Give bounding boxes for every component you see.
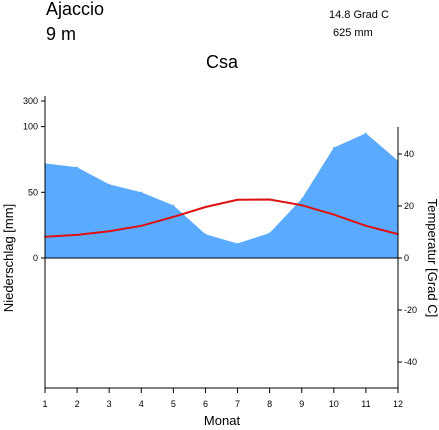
right-ticks: -40 -20 0 20 40 <box>398 149 417 367</box>
temperature-point <box>365 225 367 227</box>
x-tick-label: 2 <box>75 399 80 409</box>
temperature-point <box>300 204 303 206</box>
mean-temperature: 14.8 Grad C <box>329 9 389 21</box>
station-name: Ajaccio <box>46 0 104 19</box>
precipitation-point <box>333 146 335 149</box>
temperature-point <box>268 198 271 201</box>
x-tick-label: 12 <box>393 399 403 409</box>
temperature-point <box>108 230 110 232</box>
x-tick-label: 6 <box>203 399 208 409</box>
left-tick-label: 50 <box>28 187 38 197</box>
right-tick-label: 0 <box>404 253 409 263</box>
precipitation-point <box>76 166 78 169</box>
temperature-point <box>236 199 239 201</box>
precipitation-point <box>204 233 207 236</box>
y-axis-left-label: Niederschlag [mm] <box>1 204 16 312</box>
x-tick-label: 3 <box>107 399 112 409</box>
right-tick-label: -40 <box>404 357 417 367</box>
precipitation-point <box>300 198 303 200</box>
precipitation-point <box>108 183 110 186</box>
x-tick-label: 9 <box>299 399 304 409</box>
left-tick-label: 100 <box>23 122 38 132</box>
temperature-point <box>333 213 335 216</box>
precipitation-point <box>268 232 271 234</box>
temperature-point <box>204 206 207 208</box>
right-tick-label: 20 <box>404 201 414 211</box>
temperature-point <box>76 234 78 236</box>
left-ticks: 0 50 100 300 <box>23 96 45 263</box>
precipitation-area-group <box>44 132 399 258</box>
climate-class: Csa <box>206 52 239 72</box>
y-axis-right-label: Temperatur [Grad C] <box>425 199 439 318</box>
annual-precipitation: 625 mm <box>333 27 373 39</box>
left-tick-label: 300 <box>23 96 38 106</box>
x-ticks: 1 2 3 4 5 6 7 8 9 10 11 12 <box>42 388 403 409</box>
x-tick-label: 7 <box>235 399 240 409</box>
x-tick-label: 4 <box>139 399 144 409</box>
x-axis-label: Monat <box>204 413 241 428</box>
precipitation-point <box>365 132 367 134</box>
x-tick-label: 8 <box>267 399 272 409</box>
x-tick-label: 5 <box>171 399 176 409</box>
left-tick-label: 0 <box>33 253 38 263</box>
temperature-point <box>172 216 175 218</box>
x-tick-label: 1 <box>42 399 47 409</box>
x-tick-label: 11 <box>361 399 370 409</box>
right-tick-label: 40 <box>404 149 414 159</box>
station-elevation: 9 m <box>46 24 76 44</box>
precipitation-point <box>140 191 143 194</box>
temperature-point <box>140 225 143 227</box>
right-tick-label: -20 <box>404 305 417 315</box>
x-tick-label: 10 <box>329 399 339 409</box>
temperature-line <box>44 198 399 238</box>
precipitation-point <box>172 204 175 207</box>
precipitation-area <box>45 133 398 258</box>
precipitation-point <box>236 242 239 245</box>
